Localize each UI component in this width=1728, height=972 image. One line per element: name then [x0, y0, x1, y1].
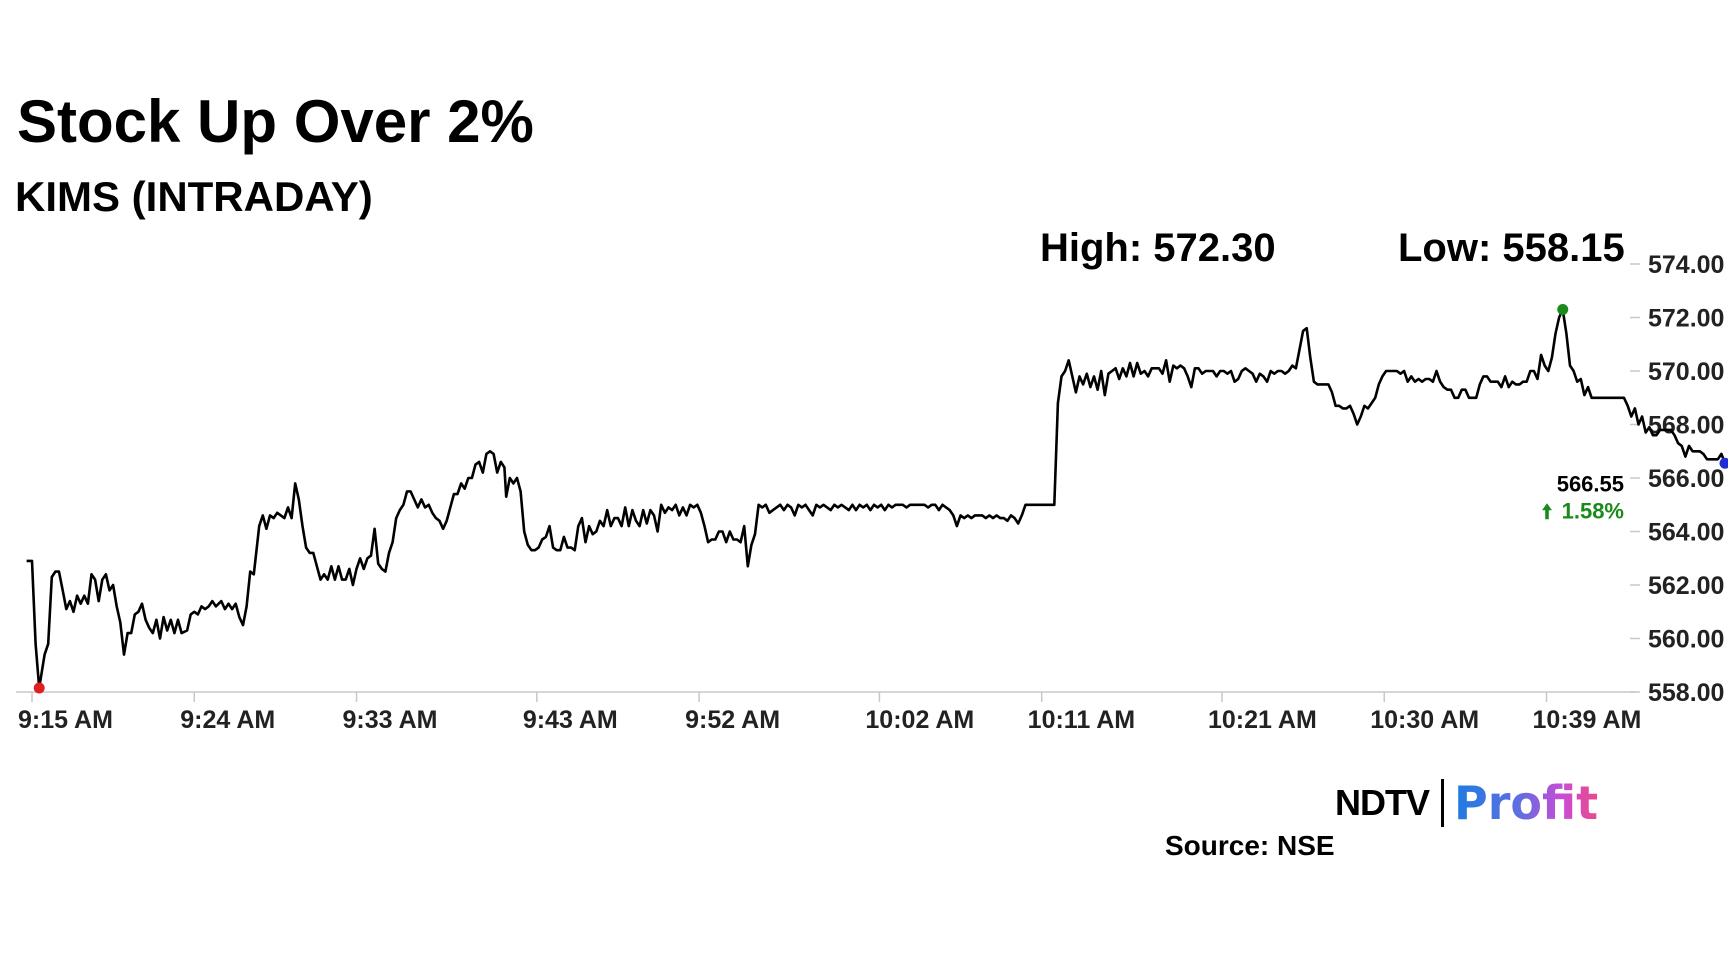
x-tick-label: 10:11 AM [1028, 706, 1135, 734]
chart-subtitle: KIMS (INTRADAY) [15, 173, 373, 220]
y-tick-label: 570.00 [1648, 358, 1724, 386]
x-tick-label: 9:43 AM [523, 706, 618, 734]
x-tick-label: 10:21 AM [1208, 706, 1317, 734]
change-percent-label: 1.58% [1562, 498, 1624, 523]
x-tick-label: 10:02 AM [865, 706, 974, 734]
last-value-label: 566.55 [1557, 471, 1624, 496]
y-tick-label: 566.00 [1648, 465, 1724, 493]
y-tick-label: 568.00 [1648, 412, 1724, 440]
x-tick-label: 9:24 AM [180, 706, 275, 734]
x-tick-label: 9:52 AM [685, 706, 780, 734]
y-tick-label: 574.00 [1648, 251, 1724, 279]
high-point-marker [1557, 303, 1569, 315]
y-tick-label: 564.00 [1648, 519, 1724, 547]
source-note: Source: NSE [1165, 830, 1335, 861]
x-tick-label: 9:15 AM [18, 706, 113, 734]
brand-divider [1441, 779, 1444, 827]
x-tick-label: 9:33 AM [343, 706, 438, 734]
last-point-marker [1719, 457, 1728, 469]
chart-title: Stock Up Over 2% [17, 88, 534, 155]
brand-ndtv-text: NDTV [1335, 782, 1430, 823]
ndtv-profit-logo: NDTV Profit [1335, 778, 1598, 828]
y-tick-label: 558.00 [1648, 679, 1724, 707]
high-label: High: 572.30 [1040, 226, 1276, 270]
price-line [26, 308, 1727, 690]
y-tick-label: 572.00 [1648, 305, 1724, 333]
low-label: Low: 558.15 [1398, 226, 1625, 270]
x-tick-label: 10:30 AM [1370, 706, 1479, 734]
brand-profit-text: Profit [1454, 776, 1599, 830]
low-point-marker [33, 682, 45, 694]
up-arrow-icon [1542, 503, 1552, 520]
x-tick-label: 10:39 AM [1533, 706, 1642, 734]
y-tick-label: 562.00 [1648, 572, 1724, 600]
y-tick-label: 560.00 [1648, 626, 1724, 654]
